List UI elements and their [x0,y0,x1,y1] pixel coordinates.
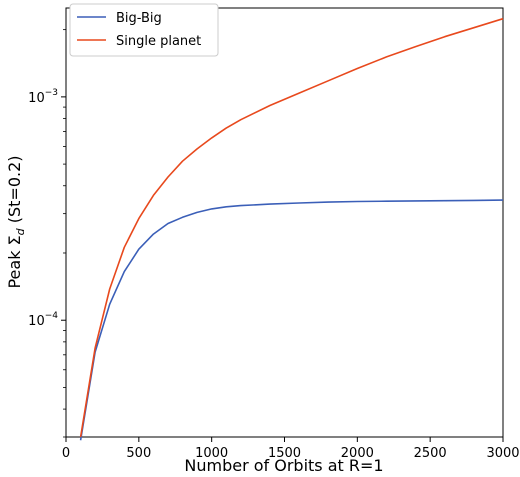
legend-box [69,3,219,57]
plot-area: 0 500 1000 1500 2000 2500 3000 10−4 10−3 [28,7,520,461]
series-line-big-big [79,199,504,441]
series-line-single-planet [79,17,504,438]
x-tick-label: 2500 [414,446,447,461]
y-tick-label: 10−3 [28,88,58,106]
plot-frame [65,7,504,438]
x-tick-label: 3000 [486,446,519,461]
y-tick-label: 10−4 [28,311,58,329]
x-axis: 0 500 1000 1500 2000 2500 3000 [62,437,520,461]
legend: Big-Big Single planet [69,3,219,57]
y-axis-label-prefix: Peak Σ [5,235,24,288]
y-axis-label-suffix: (St=0.2) [5,155,24,228]
x-tick-label: 0 [62,446,70,461]
x-tick-label: 1500 [268,446,301,461]
x-tick-label: 2000 [341,446,374,461]
x-axis-label: Number of Orbits at R=1 [184,456,383,475]
y-axis-label: Peak Σd (St=0.2) [5,155,27,288]
legend-label-big-big: Big-Big [116,11,162,26]
legend-label-single-planet: Single planet [116,34,201,49]
y-axis: 10−4 10−3 [28,29,66,438]
series-layer [79,17,504,441]
x-tick-label: 1000 [195,446,228,461]
y-axis-label-subscript: d [14,227,27,235]
x-tick-label: 500 [126,446,151,461]
